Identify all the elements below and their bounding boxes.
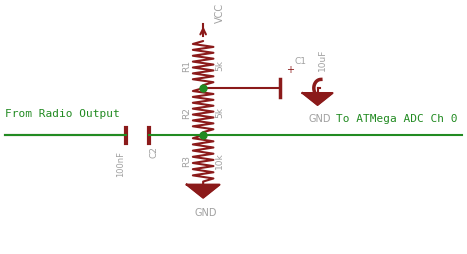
- Text: R1: R1: [183, 59, 191, 71]
- Text: 100nF: 100nF: [116, 150, 125, 176]
- Polygon shape: [187, 185, 219, 198]
- Text: VCC: VCC: [215, 3, 225, 23]
- Text: 5k: 5k: [215, 60, 224, 71]
- Text: 5k: 5k: [215, 107, 224, 118]
- Text: From Radio Output: From Radio Output: [5, 108, 120, 118]
- Text: R3: R3: [183, 154, 191, 166]
- Text: R2: R2: [183, 106, 191, 118]
- Text: +: +: [285, 65, 294, 75]
- Text: 10uF: 10uF: [318, 48, 326, 70]
- Text: GND: GND: [309, 113, 331, 123]
- Text: 10k: 10k: [215, 152, 224, 169]
- Text: C1: C1: [294, 56, 306, 65]
- Text: To ATMega ADC Ch 0: To ATMega ADC Ch 0: [336, 113, 458, 123]
- Polygon shape: [303, 94, 333, 105]
- Text: C2: C2: [149, 146, 159, 157]
- Text: GND: GND: [194, 207, 217, 217]
